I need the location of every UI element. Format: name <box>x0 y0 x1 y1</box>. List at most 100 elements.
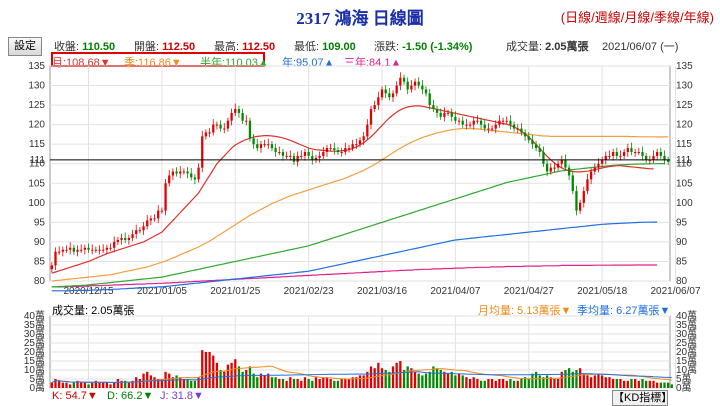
volume-bar <box>476 379 479 388</box>
x-tick-label: 2021/03/16 <box>357 286 407 297</box>
volume-bar <box>344 379 347 388</box>
volume-bar <box>87 384 90 388</box>
candle-body <box>509 120 512 125</box>
kd-indicator-button[interactable]: 【KD指標】 <box>612 390 673 406</box>
x-tick-label: 2021/01/05 <box>137 286 187 297</box>
candle-body <box>417 81 420 86</box>
volume-bar <box>105 382 109 388</box>
candle-body <box>336 150 340 152</box>
candle-body <box>256 144 259 149</box>
price-tick-right: 80 <box>676 276 688 287</box>
volume-bar <box>623 380 626 388</box>
price-tick-left: 85 <box>34 256 46 267</box>
quote-label: 收盤: <box>54 41 80 53</box>
candle-body <box>472 120 475 125</box>
candle-body <box>450 112 453 117</box>
volume-bar <box>190 380 193 388</box>
candle-body <box>645 155 648 160</box>
candle-body <box>608 155 611 157</box>
volume-bar <box>490 379 494 388</box>
volume-tick-right: 10萬 <box>676 363 697 376</box>
volume-bar <box>388 371 391 388</box>
candle-body <box>454 116 457 121</box>
volume-bar <box>204 352 208 388</box>
kd-legend-item: J: 31.8▼ <box>160 390 204 402</box>
candle-body <box>153 218 156 220</box>
volume-bar <box>432 366 435 388</box>
volume-bar <box>505 380 508 388</box>
price-tick-right: 130 <box>676 81 693 92</box>
volume-bar <box>230 362 233 388</box>
x-tick-label: 2021/04/27 <box>504 286 554 297</box>
candle-body <box>80 249 83 251</box>
candle-body <box>637 152 640 153</box>
candle-body <box>501 120 505 122</box>
ma-month-line <box>51 105 654 274</box>
candle-body <box>531 140 534 145</box>
volume-bar <box>424 373 428 388</box>
candle-body <box>487 128 490 130</box>
price-tick-right: 85 <box>676 256 688 267</box>
volume-bar <box>355 377 358 388</box>
quote-value: 109.00 <box>319 41 356 53</box>
candle-body <box>351 144 354 149</box>
volume-bar <box>399 361 402 388</box>
candle-body <box>604 155 607 160</box>
volume-tick-left: 35萬 <box>24 318 45 331</box>
candle-body <box>667 159 670 162</box>
candle-body <box>274 148 277 152</box>
candle-body <box>311 155 314 160</box>
volume-bar <box>65 382 68 388</box>
volume-bar <box>102 382 105 388</box>
price-tick-left: 90 <box>34 237 46 248</box>
volume-bar <box>608 377 611 388</box>
volume-bar <box>468 379 472 388</box>
volume-quarter-avg-line <box>51 371 672 384</box>
candle-body <box>384 89 387 94</box>
candle-body <box>494 124 497 129</box>
candle-body <box>270 144 274 149</box>
volume-bar <box>267 373 270 388</box>
volume-tick-right: 15萬 <box>676 354 697 367</box>
candle-body <box>549 167 552 172</box>
price-tick-right: 120 <box>676 120 693 131</box>
candle-body <box>204 132 208 137</box>
period-weekly[interactable]: 週線 <box>594 10 621 25</box>
quote-item: 最高: 112.50 <box>214 38 275 54</box>
kd-legend-item: K: 54.7▼ <box>52 390 98 402</box>
volume-bar <box>333 380 336 388</box>
candle-body <box>83 247 86 250</box>
candle-body <box>248 120 252 139</box>
volume-bar <box>667 382 670 388</box>
candle-body <box>281 152 285 156</box>
candle-body <box>303 152 307 156</box>
candle-body <box>399 77 402 86</box>
volume-bar <box>483 380 486 388</box>
price-tick-right: 115 <box>676 139 692 150</box>
candle-body <box>523 132 527 137</box>
candle-body <box>578 202 582 211</box>
candle-body <box>230 112 233 121</box>
candle-body <box>634 152 637 153</box>
candle-body <box>560 159 563 164</box>
volume-bar <box>131 380 134 388</box>
period-daily[interactable]: 日線 <box>565 10 592 25</box>
volume-bar <box>186 379 189 388</box>
settings-button[interactable]: 設定 <box>8 37 42 56</box>
period-monthly[interactable]: 月線 <box>624 10 651 25</box>
volume-bar <box>281 379 285 388</box>
period-yearly[interactable]: 年線 <box>683 10 710 25</box>
x-tick-label: 2021/04/07 <box>430 286 480 297</box>
volume-bar <box>597 373 600 388</box>
quote-value: 112.50 <box>239 41 276 53</box>
price-tick-right: 95 <box>676 217 688 228</box>
volume-bar <box>512 380 516 388</box>
candle-body <box>135 230 138 235</box>
volume-bar <box>663 382 666 388</box>
candle-body <box>54 251 57 266</box>
volume-bar <box>83 382 86 388</box>
quote-label: 最低: <box>294 41 320 53</box>
candle-body <box>538 148 541 152</box>
period-quarterly[interactable]: 季線 <box>654 10 681 25</box>
volume-bar <box>443 371 446 388</box>
